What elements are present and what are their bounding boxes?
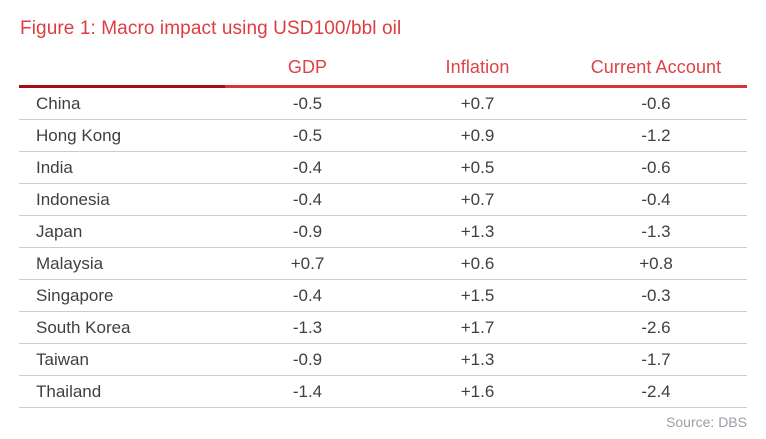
gdp-cell: -1.4	[225, 375, 390, 408]
current-account-cell: -2.4	[565, 375, 747, 408]
table-row: Indonesia -0.4 +0.7 -0.4	[19, 183, 747, 216]
table-row: China -0.5 +0.7 -0.6	[19, 86, 747, 120]
inflation-cell: +1.5	[390, 279, 565, 312]
column-header-country	[19, 55, 225, 88]
gdp-cell: -0.5	[225, 119, 390, 152]
inflation-cell: +1.7	[390, 311, 565, 344]
current-account-cell: -1.7	[565, 343, 747, 376]
inflation-cell: +0.7	[390, 86, 565, 120]
current-account-cell: -2.6	[565, 311, 747, 344]
country-cell: Taiwan	[19, 343, 225, 376]
inflation-cell: +0.6	[390, 247, 565, 280]
inflation-cell: +0.5	[390, 151, 565, 184]
current-account-cell: -0.3	[565, 279, 747, 312]
gdp-cell: -0.5	[225, 86, 390, 120]
country-cell: India	[19, 151, 225, 184]
inflation-cell: +1.3	[390, 343, 565, 376]
current-account-cell: -1.3	[565, 215, 747, 248]
country-cell: China	[19, 86, 225, 120]
current-account-cell: -1.2	[565, 119, 747, 152]
gdp-cell: +0.7	[225, 247, 390, 280]
column-header-current-account: Current Account	[565, 55, 747, 88]
table-row: Malaysia +0.7 +0.6 +0.8	[19, 247, 747, 280]
figure-title: Figure 1: Macro impact using USD100/bbl …	[20, 18, 402, 39]
country-cell: South Korea	[19, 311, 225, 344]
macro-impact-table: GDP Inflation Current Account China -0.5…	[19, 55, 747, 408]
country-cell: Singapore	[19, 279, 225, 312]
current-account-cell: +0.8	[565, 247, 747, 280]
country-cell: Japan	[19, 215, 225, 248]
inflation-cell: +0.7	[390, 183, 565, 216]
country-cell: Thailand	[19, 375, 225, 408]
column-header-gdp: GDP	[225, 55, 390, 88]
source-note: Source: DBS	[666, 414, 747, 430]
inflation-cell: +0.9	[390, 119, 565, 152]
country-cell: Indonesia	[19, 183, 225, 216]
column-header-inflation: Inflation	[390, 55, 565, 88]
country-cell: Hong Kong	[19, 119, 225, 152]
inflation-cell: +1.3	[390, 215, 565, 248]
gdp-cell: -0.9	[225, 343, 390, 376]
inflation-cell: +1.6	[390, 375, 565, 408]
table-row: Taiwan -0.9 +1.3 -1.7	[19, 343, 747, 376]
table-row: South Korea -1.3 +1.7 -2.6	[19, 311, 747, 344]
table-row: Thailand -1.4 +1.6 -2.4	[19, 375, 747, 408]
table-row: Singapore -0.4 +1.5 -0.3	[19, 279, 747, 312]
table-row: Japan -0.9 +1.3 -1.3	[19, 215, 747, 248]
table-row: India -0.4 +0.5 -0.6	[19, 151, 747, 184]
header-row: GDP Inflation Current Account	[19, 55, 747, 88]
gdp-cell: -0.4	[225, 183, 390, 216]
table-row: Hong Kong -0.5 +0.9 -1.2	[19, 119, 747, 152]
current-account-cell: -0.4	[565, 183, 747, 216]
gdp-cell: -0.9	[225, 215, 390, 248]
gdp-cell: -0.4	[225, 151, 390, 184]
country-cell: Malaysia	[19, 247, 225, 280]
current-account-cell: -0.6	[565, 86, 747, 120]
current-account-cell: -0.6	[565, 151, 747, 184]
gdp-cell: -1.3	[225, 311, 390, 344]
gdp-cell: -0.4	[225, 279, 390, 312]
